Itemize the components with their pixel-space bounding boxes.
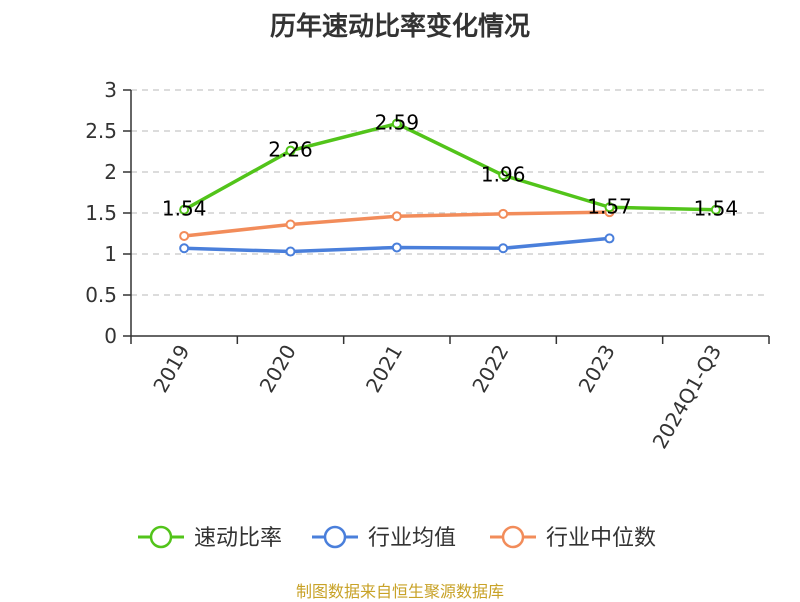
y-tick-label-3: 1.5 — [85, 201, 117, 225]
data-label-1: 2.26 — [268, 138, 313, 162]
x-tick-label-4: 2023 — [574, 341, 620, 397]
series-1-point-0 — [179, 243, 190, 254]
x-tick-label-2: 2021 — [361, 341, 407, 397]
series-1-point-4 — [604, 233, 615, 244]
series-0-point-2 — [391, 118, 402, 129]
legend-label-0: 速动比率 — [194, 526, 282, 551]
data-label-5: 1.54 — [694, 197, 739, 221]
chart-title: 历年速动比率变化情况 — [269, 12, 530, 42]
legend-marker-2 — [501, 525, 525, 549]
x-tick-label-3: 2022 — [467, 340, 513, 396]
data-label-2: 2.59 — [375, 111, 420, 135]
series-0-point-4 — [604, 202, 615, 213]
series-2-point-2 — [391, 211, 402, 222]
series-0-point-1 — [285, 145, 296, 156]
data-label-4: 1.57 — [587, 194, 632, 218]
series-line-0 — [183, 121, 716, 212]
x-tick-label-0: 2019 — [148, 341, 194, 397]
series-2-point-1 — [285, 219, 296, 230]
series-1-point-3 — [498, 243, 509, 254]
y-tick-label-5: 2.5 — [85, 119, 117, 143]
x-tick-label-1: 2020 — [255, 341, 301, 397]
series-0-point-0 — [179, 204, 190, 215]
y-tick-label-2: 1 — [104, 242, 117, 266]
y-tick-label-0: 0 — [104, 324, 117, 348]
source-note: 制图数据来自恒生聚源数据库 — [295, 582, 504, 601]
series-1-point-2 — [391, 242, 402, 253]
y-tick-label-1: 0.5 — [85, 283, 117, 307]
data-label-3: 1.96 — [481, 162, 526, 186]
x-tick-label-5: 2024Q1-Q3 — [647, 341, 726, 453]
legend-label-2: 行业中位数 — [546, 526, 656, 551]
data-label-0: 1.54 — [162, 197, 207, 221]
series-1-point-1 — [285, 246, 296, 257]
series-2-point-0 — [179, 230, 190, 241]
series-0-point-3 — [498, 170, 509, 181]
legend-label-1: 行业均值 — [368, 526, 456, 551]
y-tick-label-6: 3 — [104, 78, 117, 102]
series-0-point-5 — [710, 204, 721, 215]
series-2-point-3 — [498, 208, 509, 219]
y-tick-label-4: 2 — [104, 160, 117, 184]
legend-marker-0 — [149, 525, 173, 549]
legend-marker-1 — [323, 525, 347, 549]
